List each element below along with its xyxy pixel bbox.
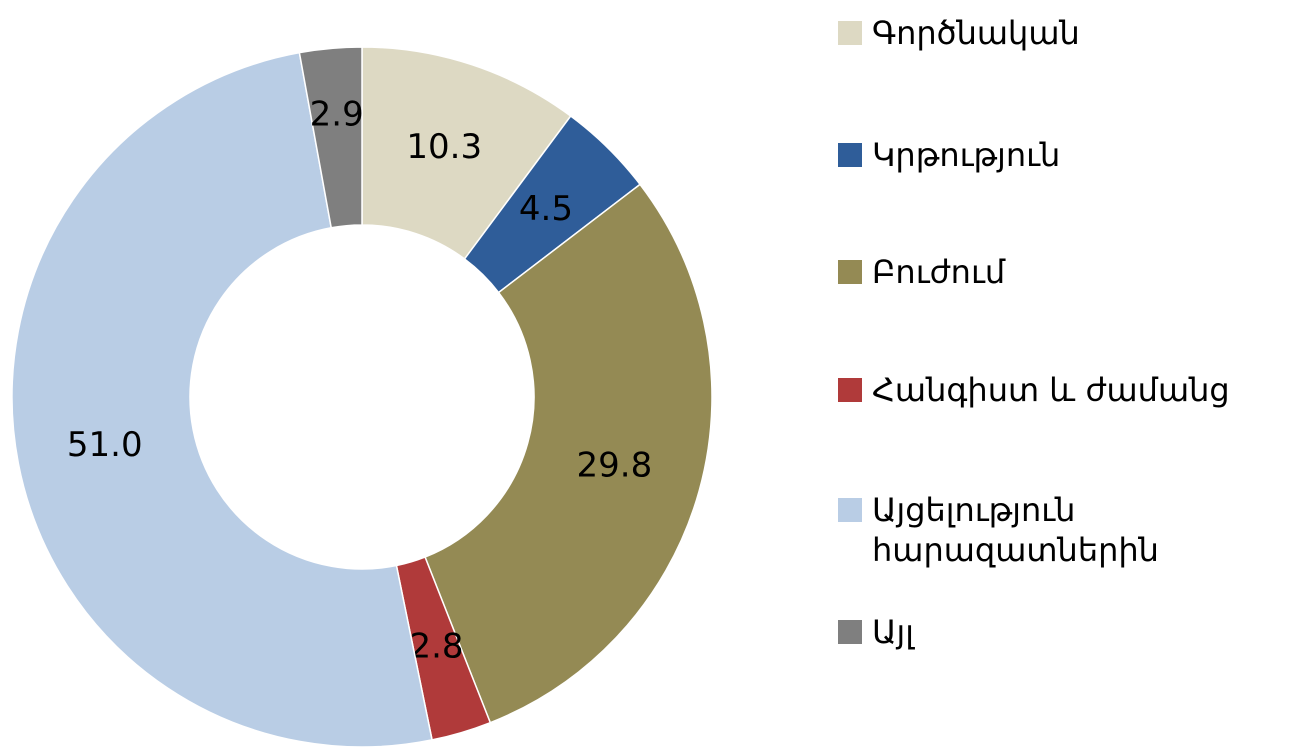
legend-swatch xyxy=(838,260,862,284)
legend-swatch xyxy=(838,21,862,45)
legend-label: Բուժում xyxy=(872,253,1006,291)
donut-slice xyxy=(424,183,713,724)
legend-item: Գործնական xyxy=(838,13,1080,53)
legend-label: Այցելություն հարազատներին xyxy=(872,491,1159,569)
legend-label: Այլ xyxy=(872,613,914,651)
data-label: 2.8 xyxy=(409,627,463,667)
donut-slice xyxy=(11,51,433,748)
legend-swatch xyxy=(838,620,862,644)
legend-item: Կրթություն xyxy=(838,135,1060,175)
legend-item: Այլ xyxy=(838,612,914,652)
legend-label: Գործնական xyxy=(872,14,1080,52)
data-label: 29.8 xyxy=(577,446,653,486)
legend-swatch xyxy=(838,498,862,522)
data-label: 10.3 xyxy=(406,127,482,167)
legend-swatch xyxy=(838,378,862,402)
donut-slice xyxy=(298,46,363,229)
legend-item: Այցելություն հարազատներին xyxy=(838,490,1172,570)
legend-label: Հանգիստ և ժամանց xyxy=(872,371,1230,409)
legend-item: Հանգիստ և ժամանց xyxy=(838,370,1230,410)
legend-item: Բուժում xyxy=(838,252,1005,292)
data-label: 4.5 xyxy=(519,189,573,229)
legend-swatch xyxy=(838,143,862,167)
data-label: 51.0 xyxy=(67,425,143,465)
data-label: 2.9 xyxy=(310,95,364,135)
legend-label: Կրթություն xyxy=(872,136,1061,174)
